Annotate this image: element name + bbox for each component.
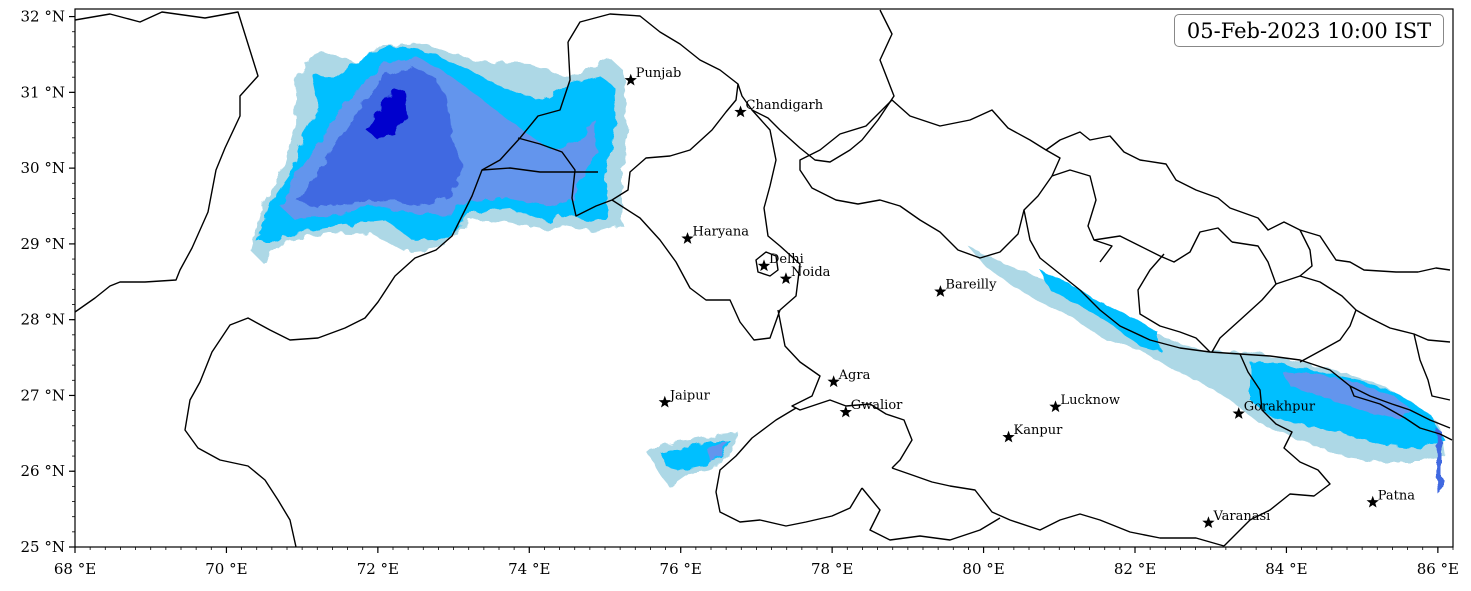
punjab-outline (517, 83, 739, 217)
city-marker-star-icon-gorakhpur (1232, 407, 1245, 419)
city-marker-star-icon-haryana (681, 232, 694, 244)
nepal-province-7 (1299, 229, 1313, 277)
x-tick-label-1: 70 °E (205, 560, 247, 578)
x-tick-label-4: 76 °E (660, 560, 702, 578)
plot-frame (74, 8, 1454, 548)
y-tick-label-0: 25 °N (21, 538, 65, 556)
city-label-chandigarh: Chandigarh (746, 98, 824, 113)
city-label-lucknow: Lucknow (1061, 393, 1121, 408)
city-label-bareilly: Bareilly (945, 278, 997, 293)
bihar-up-border (1223, 353, 1331, 547)
x-tick-label-6: 80 °E (962, 560, 1004, 578)
up-southwest-loop (861, 487, 1001, 541)
x-tick-label-3: 74 °E (508, 560, 550, 578)
nepal-province-9 (1413, 333, 1451, 401)
y-tick-label-4: 29 °N (21, 235, 65, 253)
bihar-north-border (1349, 385, 1453, 441)
x-tick-label-7: 82 °E (1114, 560, 1156, 578)
y-tick-label-3: 28 °N (21, 311, 65, 329)
x-tick-label-0: 68 °E (54, 560, 96, 578)
y-tick-label-1: 26 °N (21, 462, 65, 480)
city-label-punjab: Punjab (636, 66, 682, 81)
y-tick-label-2: 27 °N (21, 386, 65, 404)
y-tick-label-5: 30 °N (21, 159, 65, 177)
shade-level-5-northwest (366, 88, 408, 138)
city-marker-star-icon-bareilly (934, 285, 947, 297)
city-marker-star-icon-lucknow (1049, 400, 1062, 413)
up-south-border (891, 467, 1225, 547)
city-label-gorakhpur: Gorakhpur (1244, 400, 1316, 415)
nepal-province-4 (1137, 253, 1211, 353)
city-marker-star-icon-jaipur (658, 395, 671, 408)
shade-level-4-east (1436, 428, 1442, 494)
city-marker-star-icon-patna (1366, 495, 1379, 508)
rajasthan-up-border (777, 309, 913, 469)
city-label-patna: Patna (1378, 488, 1416, 503)
city-marker-star-icon-agra (827, 375, 840, 388)
x-tick-label-8: 84 °E (1265, 560, 1307, 578)
nepal-province-8 (1299, 309, 1357, 363)
nepal-province-3 (1093, 227, 1233, 263)
shade-level-3-rajasthan (706, 440, 726, 462)
city-label-varanasi: Varanasi (1212, 509, 1270, 524)
kashmir-border (567, 9, 895, 163)
nepal-province-1 (1045, 131, 1451, 273)
rajasthan-mp-border (715, 407, 863, 527)
pakistan-india-border (184, 41, 571, 547)
delhi-outline (755, 251, 779, 277)
x-tick-label-9: 86 °E (1417, 560, 1459, 578)
state-and-country-boundaries (75, 9, 1453, 547)
city-label-jaipur: Jaipur (668, 388, 711, 403)
city-label-delhi: Delhi (769, 252, 804, 267)
timestamp-label: 05-Feb-2023 10:00 IST (1174, 14, 1444, 47)
city-label-haryana: Haryana (693, 225, 750, 240)
x-tick-label-5: 78 °E (811, 560, 853, 578)
city-marker-star-icon-gwalior (839, 405, 852, 418)
city-marker-star-icon-delhi (757, 259, 771, 272)
y-tick-label-7: 32 °N (21, 8, 65, 26)
axes: 68 °E 70 °E 72 °E 74 °E 76 °E 78 °E 80 °E 82 °E… (21, 8, 1459, 578)
city-label-agra: Agra (838, 368, 871, 383)
city-label-kanpur: Kanpur (1014, 423, 1064, 438)
city-marker-star-icon-punjab (624, 73, 637, 86)
nepal-province-5 (1211, 241, 1277, 353)
city-marker-star-icon-noida (779, 272, 793, 285)
city-marker-star-icon-varanasi (1202, 516, 1215, 529)
india-nepal-border (1023, 209, 1451, 429)
y-tick-label-6: 31 °N (21, 83, 65, 101)
city-label-gwalior: Gwalior (851, 398, 903, 413)
shade-level-3-east (1282, 372, 1412, 420)
nepal-province-6 (1275, 275, 1451, 343)
pakistan-west-border (75, 11, 259, 313)
plot-area (75, 9, 1453, 547)
city-marker-star-icon-chandigarh (734, 105, 747, 118)
punjab-east-edge (481, 167, 598, 173)
city-marker-star-icon-kanpur (1002, 430, 1015, 443)
precipitation-shading (250, 44, 1445, 494)
nepal-province-2 (1051, 169, 1113, 263)
city-label-noida: Noida (791, 265, 831, 280)
x-tick-label-2: 72 °E (357, 560, 399, 578)
uttarakhand-outline (799, 99, 1061, 259)
haryana-outline (611, 109, 801, 341)
